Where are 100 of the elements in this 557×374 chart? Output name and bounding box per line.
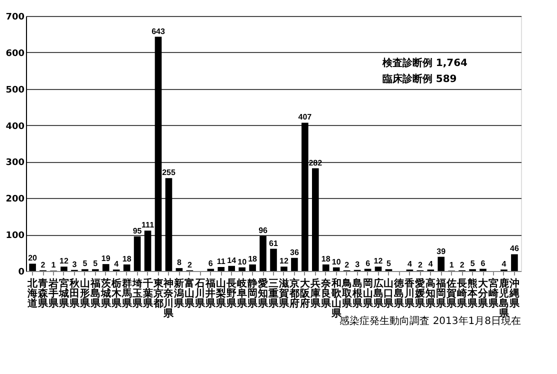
y-tick-label: 300 [6,158,24,168]
x-tick-label: 千葉県 [142,278,154,310]
x-tick-label: 福岡県 [435,278,448,310]
data-label: 3 [72,260,78,269]
annotation: 検査診断例 1,764 [381,57,468,69]
bar [280,266,288,271]
x-tick-label: 石川県 [194,278,206,310]
bar [302,122,308,271]
data-label: 2 [344,260,350,270]
y-tick-label: 700 [6,12,24,22]
data-label: 1 [51,260,56,270]
x-tick-label: 和歌山県 [330,278,342,320]
y-tick-label: 0 [18,268,24,278]
x-tick-label: 奈良県 [320,278,332,310]
data-label: 18 [321,254,331,264]
data-label: 2 [187,260,192,270]
data-label: 14 [227,256,237,265]
data-label: 2 [40,260,46,270]
bar [144,230,152,271]
annotation: 臨床診断例 589 [382,73,457,85]
bar [238,267,246,271]
x-tick-label: 神奈川県 [162,278,175,320]
bar [29,264,36,271]
data-label: 4 [114,260,120,269]
data-label: 4 [502,260,507,269]
data-label: 6 [366,258,371,268]
x-tick-label: 宮城県 [58,278,70,310]
x-tick-label: 沖縄県 [508,278,520,310]
data-label: 3 [355,260,360,269]
data-label: 39 [436,246,446,256]
data-label: 4 [428,260,434,269]
bar [154,36,162,271]
x-tick-label: 岐阜県 [236,278,248,310]
x-tick-label: 富山県 [184,278,196,310]
data-label: 46 [510,244,520,254]
x-tick-label: 福井県 [204,278,217,310]
x-tick-label: 群馬県 [120,278,133,310]
x-tick-label: 山梨県 [215,278,228,310]
x-tick-label: 山口県 [382,278,395,310]
x-tick-label: 新潟県 [173,278,186,310]
x-tick-label: 鳥取県 [340,278,353,310]
bar [270,248,277,271]
x-tick-label: 滋賀県 [278,278,290,310]
y-tick-label: 100 [6,231,24,242]
data-label: 5 [470,259,476,268]
bar [260,236,266,271]
bar [102,264,110,271]
x-tick-label: 青森県 [37,278,50,310]
data-label: 407 [298,112,312,122]
x-tick-label: 大阪府 [298,278,311,310]
data-label: 5 [386,259,392,268]
bar [438,256,445,271]
bar [123,264,130,271]
data-label: 255 [162,168,176,178]
x-tick-label: 高知県 [424,278,437,310]
data-label: 10 [332,257,342,266]
data-label: 6 [208,258,214,268]
x-tick-label: 島根県 [351,278,364,310]
bar [312,168,319,271]
data-label: 96 [258,226,268,236]
data-label: 61 [269,238,278,248]
data-label: 5 [82,259,88,268]
x-tick-label: 岩手県 [48,278,60,310]
x-tick-label: 三重県 [268,278,280,310]
data-label: 12 [374,256,384,266]
data-label: 111 [142,220,155,230]
data-label: 1 [449,260,454,270]
x-tick-label: 京都府 [288,278,300,310]
y-tick-label: 400 [6,122,24,132]
x-tick-label: 熊本県 [466,278,479,310]
x-tick-label: 長野県 [226,278,238,310]
x-tick-label: 静岡県 [246,278,259,310]
data-label: 18 [248,254,258,264]
x-tick-label: 長崎県 [456,278,468,310]
data-label: 4 [407,260,412,269]
bar [249,264,256,271]
x-tick-label: 兵庫県 [309,278,322,310]
data-label: 36 [290,248,300,257]
bar [228,266,235,271]
x-tick-label: 茨城県 [100,278,112,310]
bar [165,178,172,271]
x-tick-label: 宮崎県 [488,278,500,310]
x-tick-label: 埼玉県 [131,278,144,310]
x-tick-label: 岡山県 [362,278,374,310]
data-label: 2 [460,260,465,270]
bar [134,236,141,271]
data-label: 11 [216,256,226,266]
y-tick-label: 200 [6,194,24,205]
data-label: 19 [101,254,111,264]
x-tick-label: 広島県 [372,278,384,310]
y-tick-label: 600 [6,48,24,59]
data-label: 8 [176,258,182,268]
data-label: 20 [28,254,38,263]
data-label: 18 [122,254,132,264]
x-tick-label: 香川県 [404,278,416,310]
data-label: 2 [418,260,423,270]
data-label: 12 [60,256,69,266]
bar [291,258,298,271]
x-tick-label: 佐賀県 [446,278,458,310]
y-tick-label: 500 [6,85,24,96]
